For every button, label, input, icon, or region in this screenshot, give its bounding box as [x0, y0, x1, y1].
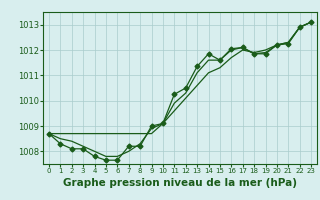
X-axis label: Graphe pression niveau de la mer (hPa): Graphe pression niveau de la mer (hPa) — [63, 178, 297, 188]
